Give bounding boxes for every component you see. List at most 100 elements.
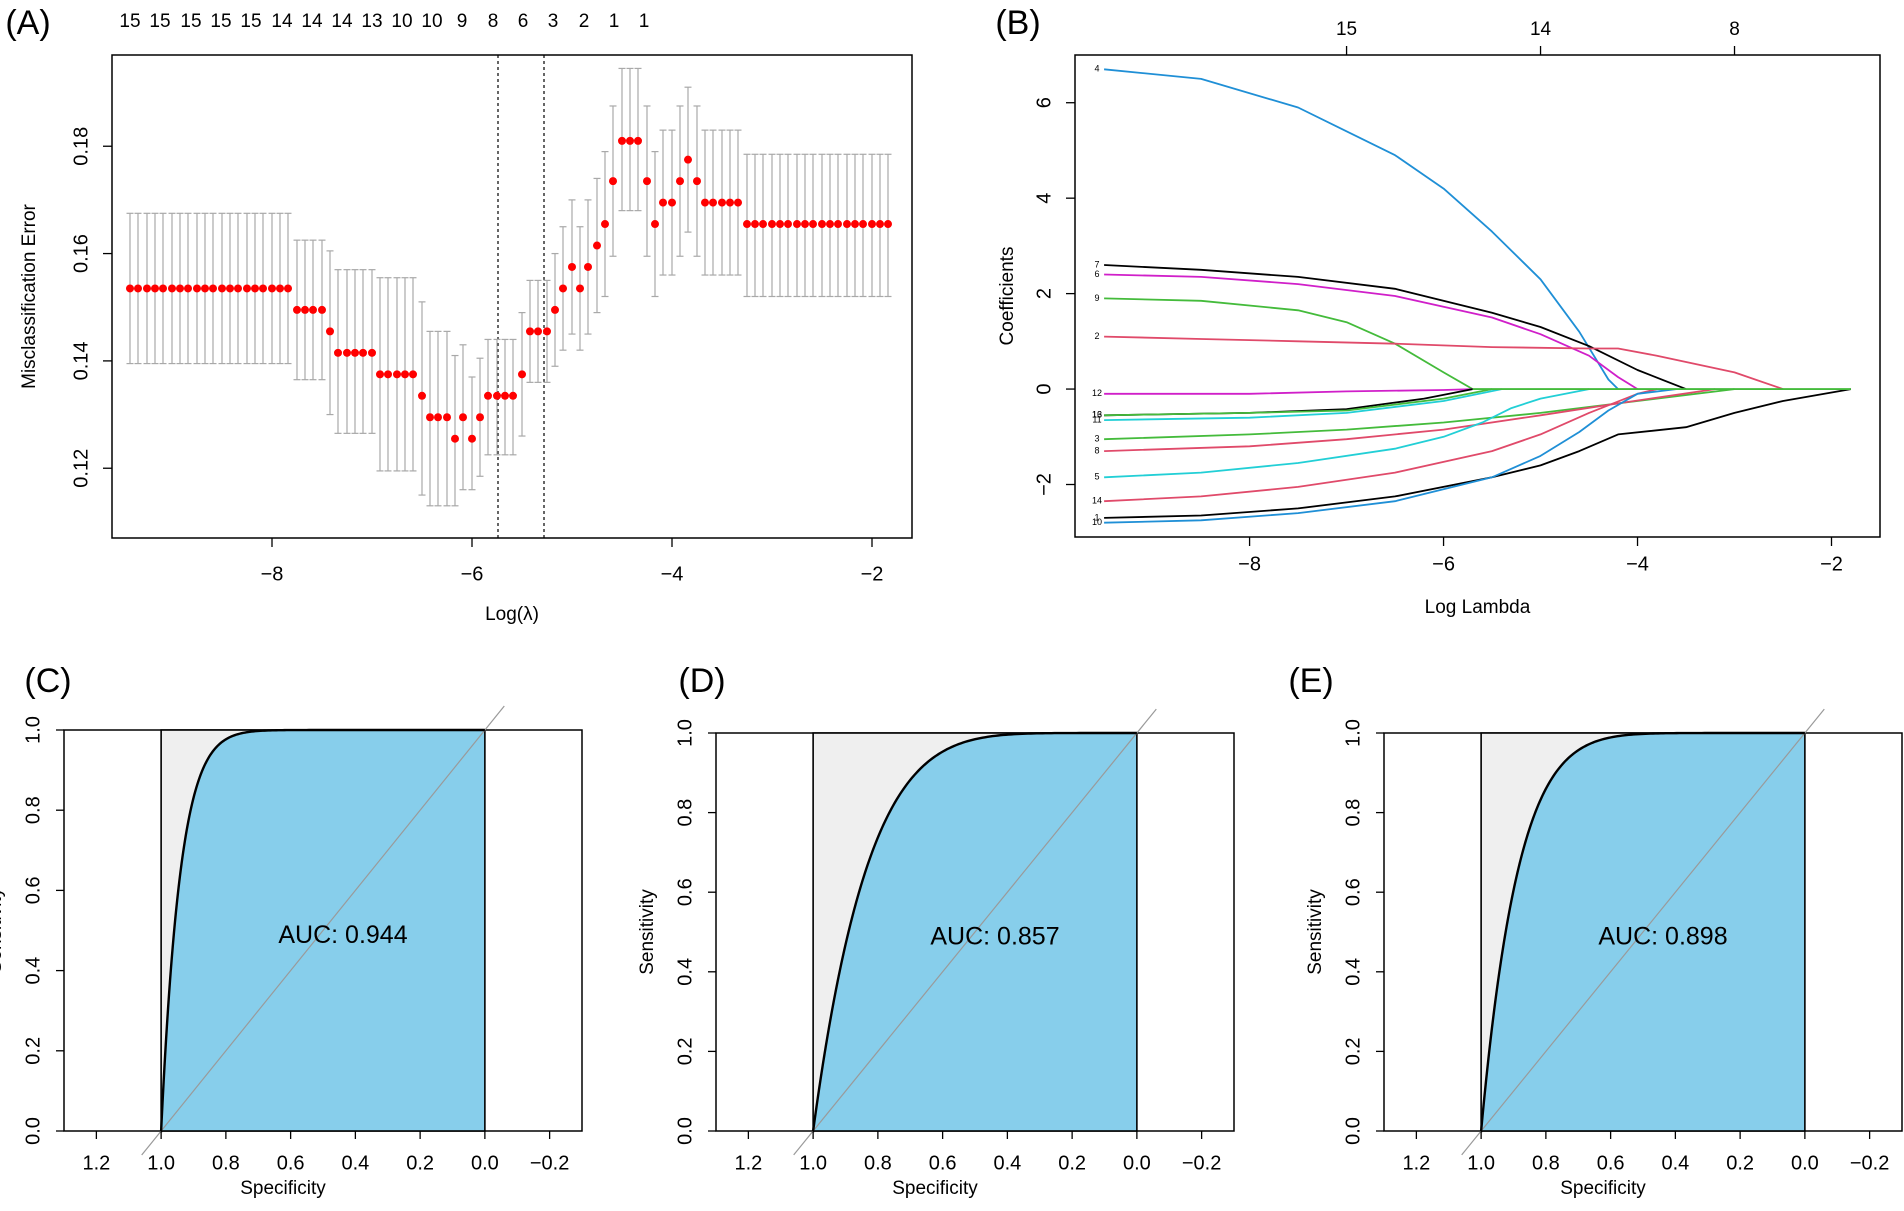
panel-b-path-label: 16 bbox=[1092, 410, 1102, 420]
panel-e-diagonal bbox=[1461, 708, 1825, 1156]
panel-a-point bbox=[826, 220, 834, 229]
panel-d-xtick-label: 0.4 bbox=[993, 1152, 1021, 1174]
panel-d-xtick-label: 0.8 bbox=[864, 1152, 892, 1174]
panel-a-xtick-label: −2 bbox=[861, 563, 884, 585]
panel-a-point bbox=[284, 284, 292, 293]
panel-a-point bbox=[368, 348, 376, 357]
panel-a-point bbox=[343, 348, 351, 357]
panel-a-xlabel: Log(λ) bbox=[485, 604, 539, 625]
panel-a-point bbox=[126, 284, 134, 293]
panel-a-point bbox=[184, 284, 192, 293]
panel-e-xtick-label: 0.0 bbox=[1791, 1152, 1819, 1174]
panel-a-point bbox=[651, 220, 659, 229]
panel-b-path-label: 12 bbox=[1092, 388, 1102, 398]
panel-b-path-label: 8 bbox=[1094, 445, 1099, 455]
panel-d-xtick-label: 1.2 bbox=[734, 1152, 762, 1174]
panel-e-ytick-label: 0.0 bbox=[1342, 1117, 1364, 1145]
panel-a-xtick-label: −8 bbox=[261, 563, 284, 585]
panel-a-point bbox=[701, 198, 709, 207]
panel-a-top-label: 9 bbox=[457, 11, 468, 32]
panel-c-ytick-label: 0.2 bbox=[22, 1037, 44, 1065]
panel-a-point bbox=[443, 413, 451, 422]
panel-a-point bbox=[543, 327, 551, 336]
panel-a-point bbox=[451, 434, 459, 443]
panel-a-point bbox=[418, 391, 426, 400]
panel-a-top-label: 14 bbox=[331, 11, 353, 32]
panel-b-path bbox=[1104, 68, 1619, 390]
panel-c-ytick-label: 0.0 bbox=[22, 1117, 44, 1145]
panel-a: (A) −8 −6 −4 −2 0.12 0.14 0.16 0.18 15 15 15 15 15 14 1… bbox=[5, 4, 913, 625]
panel-a-point bbox=[509, 391, 517, 400]
panel-d-roc-curve bbox=[811, 731, 1137, 1133]
panel-a-frame bbox=[111, 54, 913, 539]
panel-c-auc-label: AUC: 0.944 bbox=[278, 921, 407, 949]
panel-e-xtick-label: 0.4 bbox=[1661, 1152, 1689, 1174]
panel-b-path bbox=[1104, 388, 1473, 395]
panel-a-point bbox=[684, 155, 692, 164]
panel-a-point bbox=[393, 370, 401, 379]
panel-a-xtick-label: −4 bbox=[661, 563, 684, 585]
panel-a-point bbox=[818, 220, 826, 229]
panel-a-top-label: 10 bbox=[391, 11, 412, 32]
panel-a-point bbox=[243, 284, 251, 293]
panel-a-point bbox=[201, 284, 209, 293]
panel-c-xtick-label: 0.6 bbox=[277, 1152, 305, 1174]
panel-a-point bbox=[176, 284, 184, 293]
panel-b-xlabel: Log Lambda bbox=[1425, 597, 1531, 618]
panel-a-point bbox=[734, 198, 742, 207]
panel-b-xtick-label: −6 bbox=[1432, 553, 1455, 575]
panel-b-path bbox=[1104, 388, 1852, 519]
panel-b-path-label: 10 bbox=[1092, 517, 1102, 527]
panel-c-xtick-label: 1.0 bbox=[147, 1152, 175, 1174]
panel-e-xtick-label: 0.8 bbox=[1532, 1152, 1560, 1174]
panel-c-label: (C) bbox=[24, 662, 71, 700]
panel-a-point bbox=[568, 262, 576, 271]
panel-d-xtick-label: 0.2 bbox=[1058, 1152, 1086, 1174]
panel-b-path-label: 1 bbox=[1094, 512, 1099, 522]
panel-a-ytick-label: 0.12 bbox=[70, 449, 92, 488]
panel-b-path bbox=[1104, 335, 1784, 390]
panel-b-path-label: 13 bbox=[1092, 410, 1102, 420]
panel-b-path bbox=[1104, 388, 1716, 452]
panel-a-point bbox=[626, 136, 634, 145]
panel-a-point bbox=[209, 284, 217, 293]
panel-c-ytick-label: 1.0 bbox=[22, 716, 44, 744]
panel-e-ytick-label: 0.8 bbox=[1342, 799, 1364, 827]
panel-a-ytick-label: 0.18 bbox=[70, 127, 92, 166]
panel-c-ytick-label: 0.8 bbox=[22, 796, 44, 824]
panel-b-path bbox=[1104, 273, 1638, 390]
panel-a-top-label: 15 bbox=[210, 11, 231, 32]
panel-b-path bbox=[1104, 388, 1658, 503]
panel-b-path-label: 7 bbox=[1094, 259, 1099, 269]
panel-a-ytick-label: 0.16 bbox=[70, 234, 92, 273]
panel-d-auc-label: AUC: 0.857 bbox=[930, 923, 1059, 951]
panel-b-xtick-label: −8 bbox=[1238, 553, 1261, 575]
panel-b-top-label: 14 bbox=[1530, 19, 1552, 40]
panel-b-ylabel: Coefficients bbox=[997, 247, 1018, 346]
panel-a-point bbox=[759, 220, 767, 229]
panel-a-point bbox=[459, 413, 467, 422]
panel-a-point bbox=[551, 305, 559, 314]
panel-b-path-label: 2 bbox=[1094, 331, 1099, 341]
panel-a-point bbox=[234, 284, 242, 293]
panel-a-point bbox=[334, 348, 342, 357]
panel-a-point bbox=[634, 136, 642, 145]
panel-d-xlabel: Specificity bbox=[892, 1178, 978, 1199]
panel-e-xlabel: Specificity bbox=[1560, 1178, 1646, 1199]
panel-a-point bbox=[276, 284, 284, 293]
panel-a-point bbox=[618, 136, 626, 145]
panel-c-xtick-label: 0.4 bbox=[341, 1152, 369, 1174]
panel-a-point bbox=[584, 262, 592, 271]
panel-a-point bbox=[859, 220, 867, 229]
panel-a-point bbox=[526, 327, 534, 336]
panel-e-ytick-label: 0.2 bbox=[1342, 1037, 1364, 1065]
panel-a-point bbox=[676, 177, 684, 186]
panel-b-path-label: 9 bbox=[1094, 293, 1099, 303]
panel-d-xtick-label: 0.6 bbox=[929, 1152, 957, 1174]
panel-a-point bbox=[834, 220, 842, 229]
panel-a-point bbox=[668, 198, 676, 207]
panel-b-ytick-label: 4 bbox=[1033, 193, 1055, 204]
panel-b-path-label: 14 bbox=[1092, 496, 1102, 506]
panel-a-point bbox=[726, 198, 734, 207]
